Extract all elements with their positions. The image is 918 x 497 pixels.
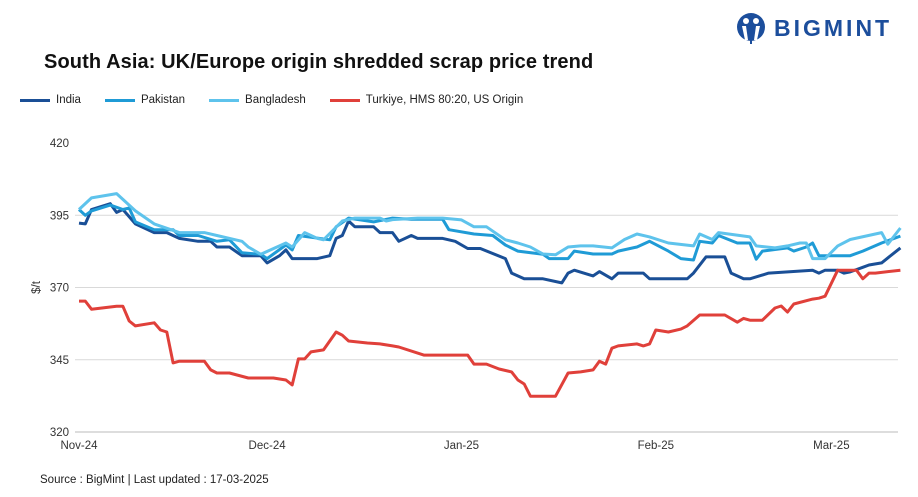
legend: India Pakistan Bangladesh Turkiye, HMS 80:2… [20, 94, 547, 106]
legend-item: India [20, 94, 81, 106]
legend-item: Bangladesh [209, 94, 306, 106]
x-tick-label: Jan-25 [444, 440, 479, 452]
brand-name: BIGMINT [774, 14, 893, 41]
series-line-pakistan [77, 203, 901, 262]
source-note: Source : BigMint | Last updated : 17-03-… [40, 474, 269, 486]
y-tick-label: 395 [50, 210, 69, 222]
chart-title: South Asia: UK/Europe origin shredded sc… [44, 51, 594, 73]
bigmint-logo: BIGMINT [736, 12, 892, 44]
y-tick-label: 345 [50, 355, 69, 367]
legend-swatch [104, 98, 135, 102]
legend-item: Turkiye, HMS 80:20, US Origin [329, 94, 524, 106]
legend-item: Pakistan [104, 94, 186, 106]
x-tick-label: Feb-25 [638, 440, 674, 452]
legend-swatch [329, 98, 360, 102]
legend-swatch [20, 98, 50, 102]
legend-label: Pakistan [140, 94, 186, 106]
x-tick-label: Dec-24 [249, 440, 287, 452]
y-tick-label: 370 [50, 283, 69, 295]
y-tick-label: 420 [50, 138, 69, 150]
series-line-bangladesh [77, 192, 902, 261]
y-axis-label: $/t [31, 280, 43, 294]
legend-label: India [56, 94, 81, 106]
series-line-india [78, 202, 902, 285]
legend-label: Turkiye, HMS 80:20, US Origin [365, 94, 524, 106]
bigmint-logo-icon [737, 13, 765, 44]
x-tick-label: Mar-25 [813, 440, 849, 452]
legend-swatch [209, 98, 240, 102]
y-tick-label: 320 [50, 427, 69, 439]
x-tick-label: Nov-24 [60, 440, 98, 452]
legend-label: Bangladesh [245, 94, 306, 106]
series-line-turkiye [79, 268, 901, 398]
